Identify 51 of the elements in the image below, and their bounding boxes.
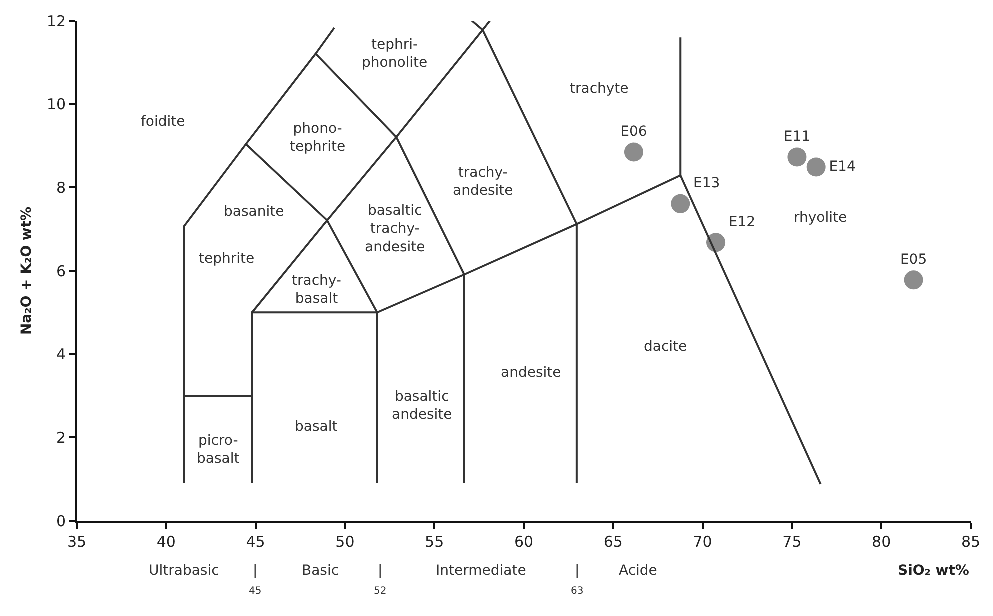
x-axis-title: SiO₂ wt% (898, 563, 970, 579)
x-tick-label: 65 (604, 533, 623, 551)
y-axis-title: Na₂O + K₂O wt% (19, 206, 36, 336)
y-tick-label: 8 (56, 178, 66, 197)
x-tick-label: 70 (693, 533, 712, 551)
y-tick-label: 12 (46, 12, 66, 30)
y-tick-label: 2 (56, 428, 66, 447)
text: Acide (619, 563, 658, 579)
annotation: dacite (644, 339, 688, 355)
annotation: trachy- andesite (453, 165, 514, 200)
text: Basic (302, 563, 340, 579)
x-tick-label: 45 (246, 533, 266, 551)
x-tick-label: 50 (336, 533, 355, 551)
text: Intermediate (436, 563, 526, 579)
data-label: E14 (829, 158, 856, 175)
annotation: basaltic trachy- andesite (365, 203, 426, 256)
x-tick-label: 85 (961, 533, 981, 551)
text: 52 (374, 586, 387, 597)
annotation: tephri- phonolite (362, 37, 428, 72)
annotation: picro- basalt (197, 433, 240, 468)
text: | (253, 563, 258, 579)
x-tick-label: 40 (156, 533, 176, 551)
annotation: tephrite (199, 251, 255, 267)
annotation: phono- tephrite (290, 121, 346, 156)
y-tick-label: 4 (56, 346, 66, 364)
data-label: E13 (694, 176, 720, 192)
y-tick-label: 10 (46, 96, 66, 114)
data-label: E05 (900, 252, 928, 268)
x-tick-label: 35 (67, 533, 87, 551)
annotation: basanite (224, 204, 284, 220)
y-tick-label: 0 (56, 512, 66, 530)
annotation: basaltic andesite (392, 389, 452, 424)
text: | (575, 563, 580, 579)
annotation: andesite (501, 365, 562, 381)
data-label: E06 (620, 124, 648, 140)
data-label: E12 (728, 214, 756, 230)
x-tick-label: 80 (872, 533, 892, 551)
annotation: rhyolite (794, 210, 848, 226)
x-tick-label: 55 (425, 533, 444, 551)
data-label: E11 (784, 128, 811, 145)
annotation: trachyte (570, 81, 629, 97)
annotation: trachy- basalt (292, 273, 342, 308)
y-tick-label: 6 (56, 262, 66, 280)
annotation: basalt (295, 419, 338, 435)
text: | (378, 563, 383, 579)
text: Ultrabasic (149, 563, 220, 579)
text: 45 (249, 586, 262, 597)
annotation: foidite (141, 114, 186, 130)
text: 63 (571, 586, 584, 597)
x-tick-label: 60 (514, 533, 534, 551)
x-tick-label: 75 (782, 533, 802, 551)
